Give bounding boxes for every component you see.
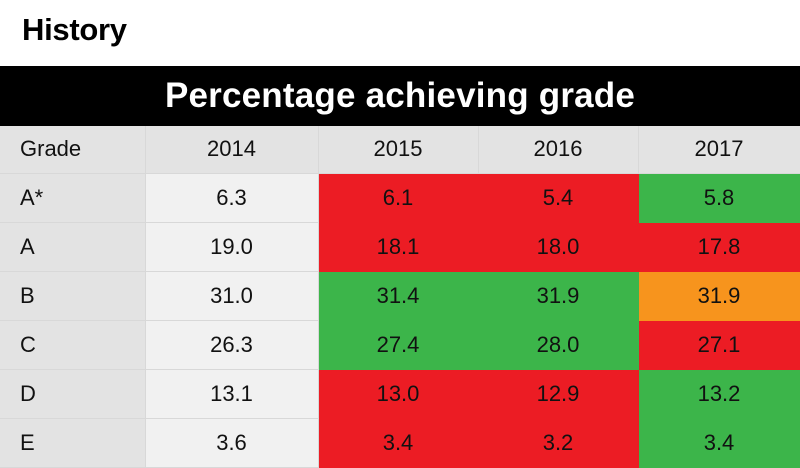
value-cell-2016: 18.0 [478, 222, 639, 272]
value-cell-2015: 6.1 [318, 173, 479, 223]
table-row: E 3.6 3.4 3.2 3.4 [0, 418, 800, 468]
value-cell-2016: 5.4 [478, 173, 639, 223]
grade-label: A* [0, 173, 146, 223]
column-header-2014: 2014 [145, 126, 319, 174]
header-row: Grade 2014 2015 2016 2017 [0, 126, 800, 174]
value-cell-2016: 3.2 [478, 418, 639, 468]
value-cell-2015: 27.4 [318, 320, 479, 370]
grade-label: D [0, 369, 146, 419]
table-row: B 31.0 31.4 31.9 31.9 [0, 271, 800, 321]
table-row: D 13.1 13.0 12.9 13.2 [0, 369, 800, 419]
table-row: A 19.0 18.1 18.0 17.8 [0, 222, 800, 272]
value-cell-2015: 3.4 [318, 418, 479, 468]
column-header-2015: 2015 [318, 126, 479, 174]
grade-label: C [0, 320, 146, 370]
grade-label: A [0, 222, 146, 272]
value-cell-2015: 31.4 [318, 271, 479, 321]
column-header-grade: Grade [0, 126, 146, 174]
value-cell-2014: 3.6 [145, 418, 319, 468]
table-row: A* 6.3 6.1 5.4 5.8 [0, 173, 800, 223]
value-cell-2017: 31.9 [638, 271, 800, 321]
column-header-2017: 2017 [638, 126, 800, 174]
column-header-2016: 2016 [478, 126, 639, 174]
table-row: C 26.3 27.4 28.0 27.1 [0, 320, 800, 370]
value-cell-2017: 13.2 [638, 369, 800, 419]
value-cell-2016: 31.9 [478, 271, 639, 321]
value-cell-2014: 19.0 [145, 222, 319, 272]
value-cell-2015: 18.1 [318, 222, 479, 272]
value-cell-2017: 3.4 [638, 418, 800, 468]
value-cell-2014: 13.1 [145, 369, 319, 419]
value-cell-2017: 27.1 [638, 320, 800, 370]
value-cell-2014: 6.3 [145, 173, 319, 223]
grades-table: Grade 2014 2015 2016 2017 A* 6.3 6.1 5.4 5.8… [0, 126, 800, 468]
table-title: Percentage achieving grade [164, 76, 636, 115]
value-cell-2014: 26.3 [145, 320, 319, 370]
value-cell-2015: 13.0 [318, 369, 479, 419]
value-cell-2016: 28.0 [478, 320, 639, 370]
table-body: A* 6.3 6.1 5.4 5.8 A 19.0 18.1 18.0 17.8 B 31.0 31.4… [0, 173, 800, 468]
table-title-banner: Percentage achieving grade [0, 66, 800, 126]
grade-label: E [0, 418, 146, 468]
value-cell-2016: 12.9 [478, 369, 639, 419]
grade-label: B [0, 271, 146, 321]
value-cell-2014: 31.0 [145, 271, 319, 321]
value-cell-2017: 5.8 [638, 173, 800, 223]
subject-title: History [22, 12, 127, 47]
value-cell-2017: 17.8 [638, 222, 800, 272]
